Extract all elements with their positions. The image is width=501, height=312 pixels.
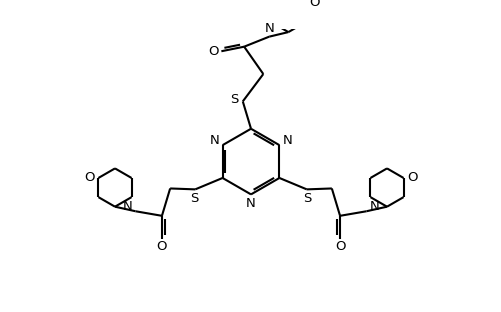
- Text: S: S: [190, 192, 198, 205]
- Text: S: S: [303, 192, 311, 205]
- Text: O: O: [407, 171, 417, 183]
- Text: N: N: [369, 200, 379, 213]
- Text: N: N: [245, 197, 256, 210]
- Text: O: O: [335, 240, 346, 253]
- Text: N: N: [282, 134, 292, 147]
- Text: O: O: [207, 45, 218, 58]
- Text: O: O: [155, 240, 166, 253]
- Text: S: S: [230, 93, 238, 105]
- Text: O: O: [308, 0, 319, 9]
- Text: N: N: [264, 22, 274, 35]
- Text: O: O: [84, 171, 94, 183]
- Text: N: N: [122, 200, 132, 213]
- Text: N: N: [209, 134, 219, 147]
